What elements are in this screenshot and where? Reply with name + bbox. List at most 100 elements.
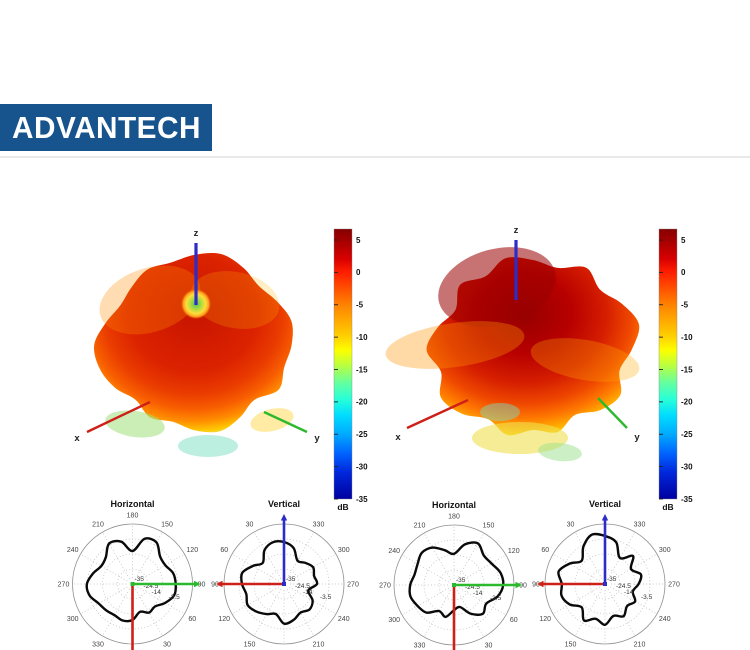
colorbar-tick-label: 5 [356,236,361,245]
polar-angle-label: 270 [668,582,680,589]
polar-angle-label: 180 [127,513,139,520]
polar-angle-label: 30 [567,522,575,529]
polar-grid-spoke [289,553,337,582]
colorbar-tick-label: 0 [681,268,686,277]
polar-grid-spoke [80,553,128,582]
colorbar-tick-label: -5 [356,301,364,310]
polar-radial-label: -14 [303,589,313,596]
y-axis-line [597,397,628,429]
polar-title: Vertical [589,499,621,509]
polar-angle-label: 270 [347,582,359,589]
axis-arrowhead [537,580,544,588]
polar-radial-label: -35 [286,576,296,583]
polar-angle-label: 330 [92,641,104,648]
polar-grid-spoke [552,553,600,582]
polar-grid-spoke [401,554,449,583]
polar-grid-spoke [80,586,128,615]
polar-angle-label: 240 [338,616,350,623]
polar-vertical-left: Vertical 330 300 270 240 210 150 120 90 60 30 -35-2… [211,499,359,648]
polar-center-marker [452,583,456,587]
polar-radial-label: -14 [473,590,483,597]
advantech-logo-text: ADVANTECH [12,109,201,145]
polar-angle-label: 210 [313,641,325,648]
polar-angle-label: 120 [186,547,198,554]
polar-radial-label: -24.5 [465,584,480,591]
polar-horizontal-left: Horizontal 180 210 240 270 300 330 30 60 90 120 150… [58,499,205,650]
polar-angle-label: 300 [388,617,400,624]
colorbar-gradient [658,228,678,500]
colorbar: 5 0 -5 -10 -15 -20 -25 -30 -35 dB [333,228,368,512]
polar-angle-label: 120 [508,548,520,555]
radiation-pattern-curve [240,540,319,626]
colorbar-tick-label: -35 [356,495,368,504]
polar-grid-spoke [574,531,603,579]
radiation-3d-right: z x y 5 0 -5 -10 -15 -20 -25 -30 -35 dB [385,225,693,512]
polar-center-marker [130,582,135,586]
advantech-logo: ADVANTECH [0,104,212,151]
polar-angle-label: 90 [532,582,540,589]
axis-arrowhead [280,514,288,521]
colorbar-tick-label: -15 [356,365,368,374]
polar-angle-label: 240 [388,548,400,555]
polar-radial-label: -14 [624,589,634,596]
polar-grid-spoke [231,586,279,615]
polar-horizontal-right: Horizontal 180 210 240 270 300 330 30 60 90 120 150… [379,500,527,650]
axis-arrowhead [515,581,522,589]
surface-shading [99,265,201,335]
polar-grid-spoke [456,532,485,580]
polar-grid-spoke [286,589,315,637]
surface-shading [530,338,640,382]
polar-center-marker [603,582,607,586]
surface-shading [385,321,525,369]
polar-angle-label: 330 [634,522,646,529]
polar-grid-spoke [401,587,449,616]
polar-angle-label: 150 [244,641,256,648]
surface-shading [250,408,294,432]
y-axis-label: y [314,433,320,444]
colorbar-tick-label: -35 [681,495,693,504]
colorbar-tick-label: -15 [681,365,693,374]
polar-angle-label: 300 [338,547,350,554]
surface-shading [178,435,238,457]
polar-grid-spoke [607,589,636,637]
surface-shading [438,247,556,327]
polar-radial-label: -35 [456,577,466,584]
colorbar-gradient [333,228,353,500]
polar-grid-spoke [610,553,658,582]
surface-shading [190,271,280,329]
polar-center-marker [282,582,286,586]
polar-grid-spoke [456,590,485,638]
polar-grid-spoke [253,589,282,637]
polar-angle-label: 90 [519,583,527,590]
polar-angle-label: 210 [92,522,104,529]
polar-radial-label: -3.5 [490,595,502,602]
polar-grid-spoke [253,531,282,579]
polar-radial-label: -35 [607,576,617,583]
colorbar-tick-label: -20 [681,398,693,407]
z-axis-label: z [194,228,199,239]
polar-grid-ring [589,568,621,600]
polar-angle-label: 30 [163,641,171,648]
polar-angle-label: 60 [188,616,196,623]
polar-grid-spoke [552,586,600,615]
polar-radial-label: -24.5 [616,583,631,590]
polar-grid-spoke [135,531,163,579]
surface-shading [538,442,582,462]
polar-grid-spoke [289,586,337,615]
radiation-surface-blob [94,253,293,433]
polar-angle-label: 60 [541,547,549,554]
polar-title: Horizontal [111,499,155,509]
polar-grid-spoke [102,589,130,637]
radiation-pattern-curve [557,532,643,626]
colorbar-tick-label: 5 [681,236,686,245]
colorbar-tick-label: -20 [356,398,368,407]
polar-angle-label: 330 [313,522,325,529]
polar-grid-spoke [459,587,507,616]
colorbar-tick-label: -25 [356,430,368,439]
polar-grid-spoke [574,589,603,637]
polar-grid-spoke [135,589,163,637]
polar-angle-label: 210 [414,523,426,530]
radiation-3d-left: z x y 5 0 -5 -10 -15 -20 -25 -30 -35 dB [74,228,368,512]
polar-angle-label: 30 [485,642,493,649]
polar-angle-label: 210 [634,641,646,648]
